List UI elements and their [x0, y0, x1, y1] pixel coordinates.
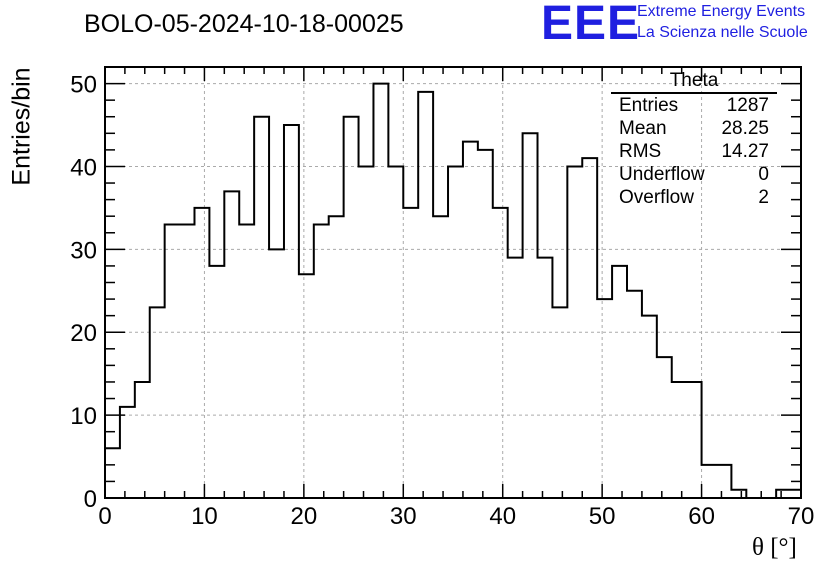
stats-label: RMS: [619, 141, 662, 162]
histogram-bar: [418, 92, 433, 498]
histogram-bar: [508, 258, 523, 498]
eee-logo-line1: Extreme Energy Events: [637, 3, 806, 20]
y-tick-label: 50: [70, 72, 97, 99]
histogram-bar: [538, 258, 553, 498]
histogram-bar: [239, 224, 254, 498]
axis-ticks: [104, 66, 802, 499]
histogram-bar: [373, 84, 388, 498]
histogram-bar: [150, 307, 165, 498]
histogram-bar: [433, 216, 448, 498]
y-tick-label: 20: [70, 320, 97, 347]
y-tick-label: 0: [84, 486, 97, 513]
histogram-bar: [105, 448, 120, 498]
x-tick-label: 70: [788, 503, 815, 530]
stats-label: Underflow: [619, 164, 705, 185]
y-tick-label: 10: [70, 403, 97, 430]
histogram-bar: [776, 490, 791, 498]
histogram-outline: [105, 82, 801, 498]
histogram-bar: [552, 307, 567, 498]
stats-row-entries: Entries 1287: [611, 94, 777, 117]
stats-title: Theta: [611, 70, 777, 94]
x-axis-label: θ [°]: [752, 534, 797, 561]
x-tick-label: 30: [390, 503, 417, 530]
histogram-bar: [627, 291, 642, 498]
stats-value: 0: [758, 164, 769, 185]
x-tick-label: 0: [98, 503, 111, 530]
histogram-bar: [269, 249, 284, 498]
histogram-bar: [194, 208, 209, 498]
eee-logo: EEE: [541, 0, 641, 50]
stats-label: Overflow: [619, 187, 694, 208]
stats-row-underflow: Underflow 0: [611, 163, 777, 186]
eee-logo-line2: La Scienza nelle Scuole: [637, 24, 808, 41]
histogram-bar: [254, 117, 269, 498]
stats-box: Theta Entries 1287 Mean 28.25 RMS 14.27 …: [611, 70, 777, 209]
histogram-bars: [105, 82, 801, 498]
histogram-bar: [523, 133, 538, 498]
histogram-bar: [135, 382, 150, 498]
histogram-bar: [493, 208, 508, 498]
histogram-bar: [209, 266, 224, 498]
stats-value: 14.27: [721, 141, 769, 162]
histogram-bar: [180, 224, 195, 498]
stats-label: Mean: [619, 118, 667, 139]
stats-row-mean: Mean 28.25: [611, 117, 777, 140]
x-tick-label: 60: [688, 503, 715, 530]
histogram-bar: [716, 465, 731, 498]
y-axis-label: Entries/bin: [7, 67, 36, 186]
y-tick-label: 30: [70, 237, 97, 264]
histogram-bar: [314, 224, 329, 498]
y-tick-label: 40: [70, 154, 97, 181]
x-tick-label: 50: [589, 503, 616, 530]
histogram-bar: [612, 266, 627, 498]
stats-row-rms: RMS 14.27: [611, 140, 777, 163]
histogram-bar: [344, 117, 359, 498]
histogram-bar: [224, 191, 239, 498]
histogram-bar: [299, 274, 314, 498]
stats-row-overflow: Overflow 2: [611, 186, 777, 209]
histogram-bar: [702, 465, 717, 498]
x-tick-label: 40: [489, 503, 516, 530]
x-tick-label: 10: [191, 503, 218, 530]
histogram-bar: [120, 407, 135, 498]
histogram-bar: [657, 357, 672, 498]
histogram-bar: [463, 142, 478, 498]
histogram-bar: [329, 216, 344, 498]
histogram-bar: [687, 382, 702, 498]
histogram-bar: [478, 150, 493, 498]
histogram-bar: [165, 224, 180, 498]
stats-value: 1287: [726, 95, 769, 116]
histogram-bar: [731, 490, 746, 498]
histogram-bar: [403, 208, 418, 498]
stats-value: 2: [758, 187, 769, 208]
run-title: BOLO-05-2024-10-18-00025: [84, 10, 404, 38]
histogram-bar: [582, 158, 597, 498]
stats-value: 28.25: [721, 118, 769, 139]
histogram-bar: [597, 299, 612, 498]
stats-label: Entries: [619, 95, 679, 116]
histogram-bar: [642, 316, 657, 498]
x-tick-label: 20: [291, 503, 318, 530]
histogram-bar: [672, 382, 687, 498]
histogram-bar: [284, 125, 299, 498]
